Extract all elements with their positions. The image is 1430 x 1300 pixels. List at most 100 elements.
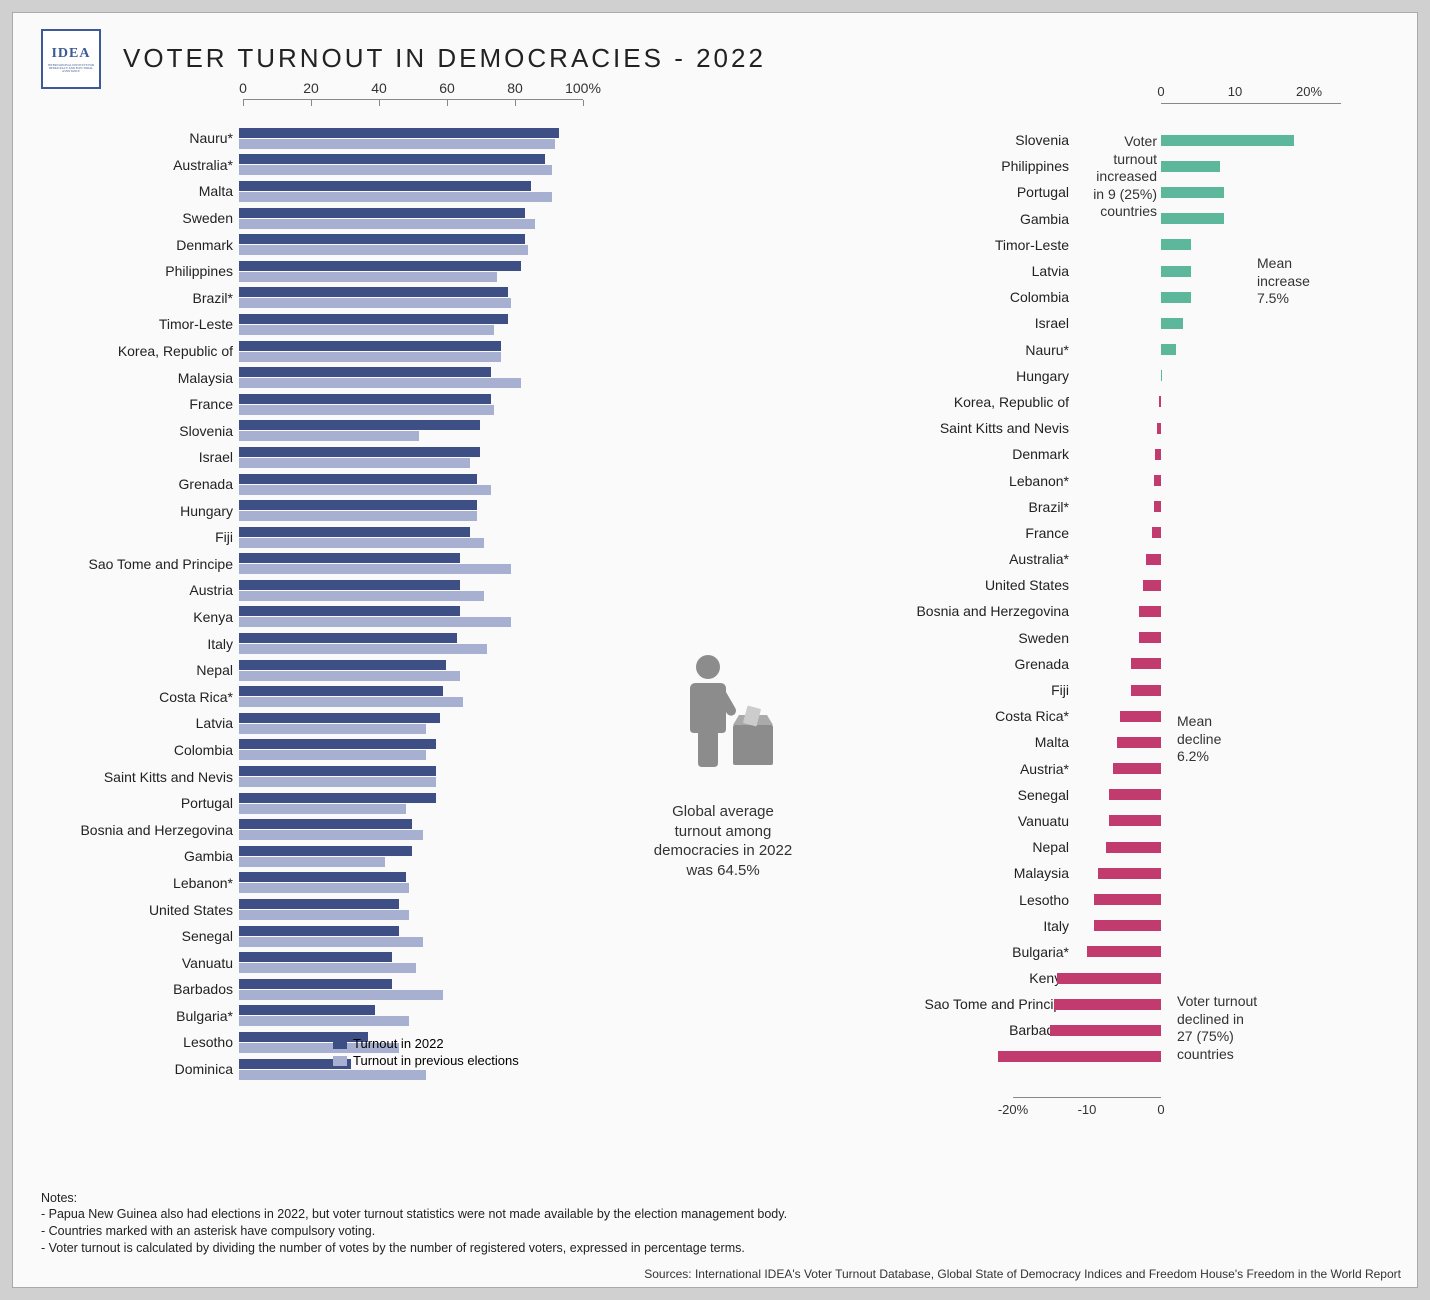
x-axis-top: 01020% bbox=[1161, 103, 1341, 123]
change-bar bbox=[1054, 999, 1161, 1010]
notes-hd: Notes: bbox=[41, 1190, 787, 1207]
bar-current bbox=[239, 686, 443, 696]
change-row: Grenada bbox=[857, 651, 1377, 677]
row-label: Israel bbox=[857, 315, 1075, 331]
row-label: Korea, Republic of bbox=[857, 394, 1075, 410]
bar-row: Slovenia bbox=[53, 418, 593, 445]
bar-previous bbox=[239, 538, 484, 548]
change-row: Timor-Leste bbox=[857, 232, 1377, 258]
change-row: Italy bbox=[857, 913, 1377, 939]
change-bar bbox=[1157, 423, 1161, 434]
bar-previous bbox=[239, 139, 555, 149]
change-row: Bosnia and Herzegovina bbox=[857, 598, 1377, 624]
change-bar bbox=[1155, 449, 1161, 460]
swatch-previous bbox=[333, 1056, 347, 1066]
ann-mean-dec: Meandecline6.2% bbox=[1177, 713, 1221, 766]
row-label: Portugal bbox=[53, 795, 239, 811]
bar-row: Fiji bbox=[53, 524, 593, 551]
bar-row: Australia* bbox=[53, 152, 593, 179]
row-label: Costa Rica* bbox=[53, 689, 239, 705]
bar-current bbox=[239, 766, 436, 776]
bar-current bbox=[239, 606, 460, 616]
logo-sub: INTERNATIONAL INSTITUTE FOR DEMOCRACY AN… bbox=[43, 64, 99, 73]
row-label: Sao Tome and Principe bbox=[53, 556, 239, 572]
change-row: Australia* bbox=[857, 546, 1377, 572]
change-bar bbox=[1109, 815, 1161, 826]
row-label: Hungary bbox=[53, 503, 239, 519]
bar-row: Saint Kitts and Nevis bbox=[53, 763, 593, 790]
row-label: Dominica bbox=[53, 1061, 239, 1077]
bar-row: France bbox=[53, 391, 593, 418]
bar-row: Grenada bbox=[53, 471, 593, 498]
change-bar bbox=[1161, 213, 1224, 224]
change-bar bbox=[1152, 527, 1161, 538]
idea-logo: IDEA INTERNATIONAL INSTITUTE FOR DEMOCRA… bbox=[41, 29, 101, 89]
bar-current bbox=[239, 1005, 375, 1015]
change-bar bbox=[1161, 318, 1183, 329]
row-label: Nauru* bbox=[857, 342, 1075, 358]
bar-current bbox=[239, 474, 477, 484]
change-bar bbox=[1154, 475, 1161, 486]
change-row: United States bbox=[857, 572, 1377, 598]
bar-current bbox=[239, 261, 521, 271]
page: IDEA INTERNATIONAL INSTITUTE FOR DEMOCRA… bbox=[12, 12, 1418, 1288]
row-label: Italy bbox=[53, 636, 239, 652]
bar-current bbox=[239, 819, 412, 829]
legend: Turnout in 2022 Turnout in previous elec… bbox=[333, 1036, 519, 1070]
row-label: Nauru* bbox=[53, 130, 239, 146]
change-bar bbox=[1161, 292, 1191, 303]
bar-current bbox=[239, 739, 436, 749]
bar-current bbox=[239, 527, 470, 537]
row-label: Gambia bbox=[857, 211, 1075, 227]
bar-previous bbox=[239, 405, 494, 415]
row-label: Brazil* bbox=[53, 290, 239, 306]
row-label: Austria* bbox=[857, 761, 1075, 777]
bar-current bbox=[239, 553, 460, 563]
row-label: Hungary bbox=[857, 368, 1075, 384]
row-label: Slovenia bbox=[857, 132, 1075, 148]
bar-row: Austria bbox=[53, 577, 593, 604]
voter-icon bbox=[663, 653, 783, 793]
change-row: Lesotho bbox=[857, 886, 1377, 912]
bar-row: Gambia bbox=[53, 843, 593, 870]
bar-row: United States bbox=[53, 896, 593, 923]
change-bar bbox=[1161, 135, 1294, 146]
swatch-current bbox=[333, 1039, 347, 1049]
voter-icon-block: Global average turnout among democracies… bbox=[653, 653, 793, 880]
bar-current bbox=[239, 341, 501, 351]
change-row: Vanuatu bbox=[857, 808, 1377, 834]
bar-current bbox=[239, 208, 525, 218]
bar-previous bbox=[239, 617, 511, 627]
note-1: - Papua New Guinea also had elections in… bbox=[41, 1206, 787, 1223]
row-label: Malaysia bbox=[857, 865, 1075, 881]
bar-current bbox=[239, 234, 525, 244]
bar-previous bbox=[239, 485, 491, 495]
change-bar bbox=[998, 1051, 1161, 1062]
bar-row: Philippines bbox=[53, 258, 593, 285]
change-row: Israel bbox=[857, 310, 1377, 336]
bar-current bbox=[239, 181, 531, 191]
change-row: Senegal bbox=[857, 782, 1377, 808]
bar-previous bbox=[239, 724, 426, 734]
change-bar bbox=[1120, 711, 1161, 722]
bar-previous bbox=[239, 564, 511, 574]
change-row: Korea, Republic of bbox=[857, 389, 1377, 415]
change-row: Nepal bbox=[857, 834, 1377, 860]
bar-current bbox=[239, 394, 491, 404]
change-row: Saint Kitts and Nevis bbox=[857, 415, 1377, 441]
row-label: Vanuatu bbox=[53, 955, 239, 971]
change-bar bbox=[1146, 554, 1161, 565]
change-row: Fiji bbox=[857, 677, 1377, 703]
change-bar bbox=[1094, 920, 1161, 931]
bar-row: Sweden bbox=[53, 205, 593, 232]
ann-mean-inc: Meanincrease7.5% bbox=[1257, 255, 1310, 308]
row-label: Saint Kitts and Nevis bbox=[53, 769, 239, 785]
row-label: Bosnia and Herzegovina bbox=[53, 822, 239, 838]
bar-previous bbox=[239, 750, 426, 760]
bar-current bbox=[239, 367, 491, 377]
change-row: Lebanon* bbox=[857, 467, 1377, 493]
row-label: Latvia bbox=[53, 715, 239, 731]
bar-previous bbox=[239, 458, 470, 468]
change-row: Sweden bbox=[857, 625, 1377, 651]
change-bar bbox=[1143, 580, 1162, 591]
